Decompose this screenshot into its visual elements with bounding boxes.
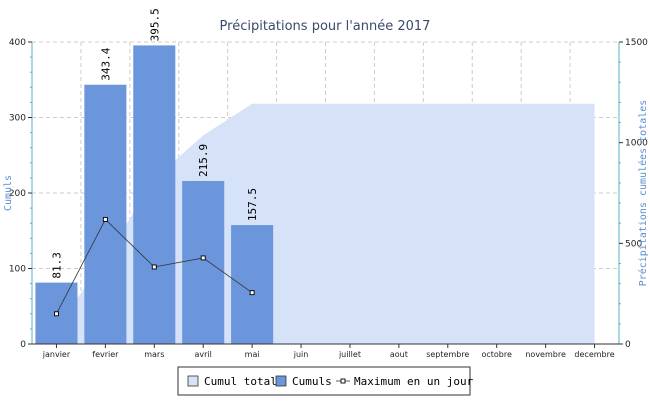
bar <box>182 180 225 344</box>
x-tick-label: juillet <box>338 350 361 359</box>
y-right-tick-label: 0 <box>625 340 631 350</box>
x-tick-label: septembre <box>426 350 469 359</box>
legend-swatch-marker <box>340 378 346 384</box>
x-tick-label: avril <box>195 350 212 359</box>
x-tick-label: mai <box>245 350 260 359</box>
y-left-tick-label: 200 <box>9 189 26 199</box>
bar-value-label: 81.3 <box>50 252 63 279</box>
max-point <box>200 255 206 261</box>
bar <box>133 45 176 345</box>
bar-value-label: 395.5 <box>148 8 161 41</box>
bars: 81.3 343.4 395.5 215.9 157.5 <box>35 8 274 345</box>
max-point <box>54 311 59 317</box>
y-right-tick-label: 1500 <box>625 38 648 48</box>
y-left-tick-label: 400 <box>9 38 26 48</box>
legend-swatch-cumuls <box>275 375 287 387</box>
max-point <box>102 216 108 222</box>
y-axis-right-title: Précipitations cumulées totales <box>637 100 649 287</box>
y-axis-left-title: Cumuls <box>3 175 14 211</box>
x-tick-label: novembre <box>525 350 566 359</box>
legend: Cumul total Cumuls Maximum en un jour <box>177 366 474 396</box>
legend-label-maximum: Maximum en un jour <box>354 375 474 388</box>
legend-swatch-cumul-total <box>187 375 199 387</box>
max-point <box>151 264 157 270</box>
legend-label-cumuls: Cumuls <box>292 375 332 388</box>
legend-label-cumul-total: Cumul total <box>204 375 277 388</box>
x-tick-label: aout <box>390 350 408 359</box>
chart-title: Précipitations pour l'année 2017 <box>220 19 431 34</box>
x-tick-label: octobre <box>481 350 512 359</box>
x-tick-label: juin <box>293 350 309 359</box>
legend-box <box>177 366 471 396</box>
x-tick-label: mars <box>144 350 164 359</box>
max-point <box>249 290 255 296</box>
y-left-tick-label: 100 <box>9 265 26 275</box>
bar-value-label: 215.9 <box>197 144 210 177</box>
x-tick-label: decembre <box>574 350 614 359</box>
y-left-tick-label: 300 <box>9 114 26 124</box>
bar-value-label: 343.4 <box>99 47 112 80</box>
y-left-tick-label: 0 <box>20 340 26 350</box>
x-tick-label: fevrier <box>92 350 119 359</box>
x-tick-label: janvier <box>42 350 71 359</box>
bar <box>84 84 127 344</box>
y-right-tick-label: 1000 <box>625 139 648 149</box>
bar <box>231 225 274 344</box>
bar-value-label: 157.5 <box>246 188 259 221</box>
y-right-tick-label: 500 <box>625 239 642 249</box>
